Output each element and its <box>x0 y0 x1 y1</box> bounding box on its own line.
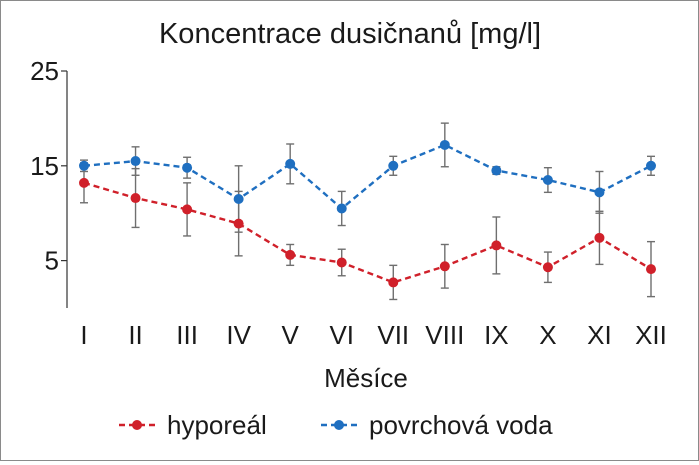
data-point <box>130 193 141 204</box>
series-line-povrchova-voda <box>83 143 652 211</box>
data-point <box>182 162 193 173</box>
x-tick-label: VIII <box>425 320 464 350</box>
data-point <box>79 177 89 188</box>
data-point <box>439 261 450 272</box>
x-tick-label: IV <box>226 320 251 350</box>
x-tick-label: XII <box>635 320 667 350</box>
legend-marker <box>334 420 344 430</box>
legend-label: povrchová voda <box>369 410 553 440</box>
data-point <box>233 193 244 204</box>
data-point <box>594 232 605 243</box>
data-point <box>542 175 553 186</box>
series-line-hyporeal <box>83 181 652 284</box>
data-point <box>646 264 656 275</box>
x-tick-label: XI <box>587 320 612 350</box>
x-tick-label: II <box>128 320 142 350</box>
data-point <box>182 204 193 215</box>
data-point <box>646 160 656 171</box>
legend-label: hyporeál <box>167 410 267 440</box>
x-tick-label: VI <box>329 320 354 350</box>
series-points <box>79 139 656 288</box>
series-lines <box>83 143 652 284</box>
data-point <box>285 158 296 169</box>
y-tick-labels: 5 15 25 <box>30 56 59 276</box>
x-tick-labels: I II III IV V VI VII VIII IX X XI XII <box>80 320 667 350</box>
data-point <box>388 277 399 288</box>
data-point <box>336 257 347 268</box>
data-point <box>336 203 347 214</box>
x-tick-label: I <box>80 320 87 350</box>
y-tick-label: 5 <box>45 246 59 276</box>
data-point <box>491 165 502 176</box>
x-tick-label: VII <box>377 320 409 350</box>
data-point <box>285 249 296 260</box>
data-point <box>594 187 605 198</box>
data-point <box>130 156 141 167</box>
y-tick-label: 15 <box>30 151 59 181</box>
data-point <box>542 262 553 273</box>
x-tick-label: III <box>176 320 198 350</box>
x-tick-label: V <box>282 320 300 350</box>
data-point <box>388 160 399 171</box>
data-point <box>439 139 450 150</box>
x-tick-label: IX <box>484 320 509 350</box>
data-point <box>491 240 502 251</box>
x-axis-label: Měsíce <box>324 363 408 393</box>
data-point <box>79 160 89 171</box>
axes <box>61 70 68 308</box>
data-point <box>233 218 244 229</box>
legend-marker <box>132 420 142 430</box>
chart-title: Koncentrace dusičnanů [mg/l] <box>159 18 541 50</box>
y-tick-label: 25 <box>30 56 59 86</box>
legend: hyporeál povrchová voda <box>119 410 553 440</box>
x-tick-label: X <box>539 320 556 350</box>
